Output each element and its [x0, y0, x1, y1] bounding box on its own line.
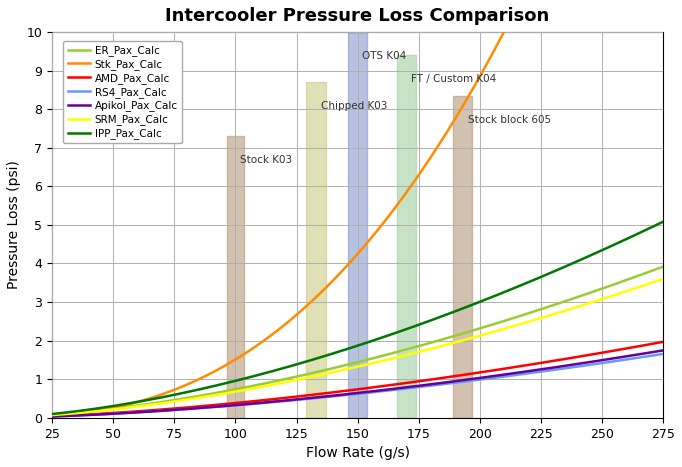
RS4_Pax_Calc [408, 385, 416, 390]
RS4_Pax_Calc [156, 408, 164, 414]
Y-axis label: Pressure Loss (psi): Pressure Loss (psi) [7, 161, 21, 290]
RS4_Pax_Calc [205, 405, 213, 410]
ER_Pax_Calc [156, 399, 164, 405]
RS4_Pax_Calc [456, 379, 464, 385]
AMD_Pax_Calc [156, 407, 164, 412]
ER_Pax_Calc [408, 345, 416, 351]
SRM_Pax_Calc [508, 324, 516, 329]
IPP_Pax_Calc [408, 324, 416, 330]
SRM_Pax_Calc [325, 370, 333, 376]
Apikol_Pax_Calc [456, 378, 464, 383]
AMD_Pax_Calc [456, 373, 464, 378]
RS4_Pax_Calc [659, 351, 667, 357]
Text: Chipped K03: Chipped K03 [321, 101, 387, 112]
Stk_Pax_Calc [325, 282, 333, 288]
SRM_Pax_Calc [205, 393, 213, 399]
IPP_Pax_Calc [508, 286, 516, 292]
SRM_Pax_Calc [156, 401, 164, 406]
SRM_Pax_Calc [48, 412, 56, 418]
AMD_Pax_Calc [659, 339, 667, 345]
Stk_Pax_Calc [156, 392, 164, 398]
Text: Stock K03: Stock K03 [240, 156, 293, 165]
Bar [397, 55, 416, 418]
Bar [227, 136, 244, 418]
Apikol_Pax_Calc [205, 404, 213, 410]
AMD_Pax_Calc [325, 390, 333, 396]
AMD_Pax_Calc [408, 379, 416, 385]
Line: RS4_Pax_Calc: RS4_Pax_Calc [52, 354, 663, 417]
Stk_Pax_Calc [408, 182, 416, 187]
IPP_Pax_Calc [659, 219, 667, 225]
AMD_Pax_Calc [205, 403, 213, 408]
IPP_Pax_Calc [156, 395, 164, 400]
Apikol_Pax_Calc [408, 384, 416, 389]
X-axis label: Flow Rate (g/s): Flow Rate (g/s) [306, 446, 410, 460]
Line: SRM_Pax_Calc: SRM_Pax_Calc [52, 279, 663, 415]
ER_Pax_Calc [325, 367, 333, 372]
Bar [453, 96, 473, 418]
Apikol_Pax_Calc [156, 408, 164, 414]
Text: FT / Custom K04: FT / Custom K04 [411, 74, 496, 85]
Line: ER_Pax_Calc: ER_Pax_Calc [52, 267, 663, 415]
Line: Apikol_Pax_Calc: Apikol_Pax_Calc [52, 350, 663, 417]
RS4_Pax_Calc [325, 394, 333, 400]
Stk_Pax_Calc [456, 108, 464, 113]
Stk_Pax_Calc [508, 13, 516, 19]
RS4_Pax_Calc [508, 373, 516, 378]
Title: Intercooler Pressure Loss Comparison: Intercooler Pressure Loss Comparison [166, 7, 550, 25]
Stk_Pax_Calc [205, 371, 213, 377]
IPP_Pax_Calc [456, 307, 464, 312]
IPP_Pax_Calc [205, 384, 213, 390]
Apikol_Pax_Calc [508, 371, 516, 376]
SRM_Pax_Calc [456, 338, 464, 344]
Text: OTS K04: OTS K04 [363, 51, 406, 61]
IPP_Pax_Calc [48, 411, 56, 417]
ER_Pax_Calc [456, 332, 464, 337]
Legend: ER_Pax_Calc, Stk_Pax_Calc, AMD_Pax_Calc, RS4_Pax_Calc, Apikol_Pax_Calc, SRM_Pax_: ER_Pax_Calc, Stk_Pax_Calc, AMD_Pax_Calc,… [63, 41, 182, 143]
ER_Pax_Calc [508, 316, 516, 321]
RS4_Pax_Calc [48, 414, 56, 419]
Line: IPP_Pax_Calc: IPP_Pax_Calc [52, 222, 663, 414]
Bar [306, 82, 326, 418]
AMD_Pax_Calc [508, 365, 516, 370]
Line: Stk_Pax_Calc: Stk_Pax_Calc [52, 0, 663, 416]
Stk_Pax_Calc [48, 413, 56, 419]
ER_Pax_Calc [205, 391, 213, 397]
Apikol_Pax_Calc [659, 347, 667, 353]
AMD_Pax_Calc [48, 413, 56, 419]
Apikol_Pax_Calc [325, 393, 333, 399]
SRM_Pax_Calc [408, 351, 416, 356]
ER_Pax_Calc [48, 412, 56, 417]
Bar [348, 32, 368, 418]
ER_Pax_Calc [659, 264, 667, 269]
IPP_Pax_Calc [325, 352, 333, 358]
Apikol_Pax_Calc [48, 414, 56, 419]
Line: AMD_Pax_Calc: AMD_Pax_Calc [52, 342, 663, 416]
Text: Stock block 605: Stock block 605 [468, 115, 551, 125]
SRM_Pax_Calc [659, 276, 667, 282]
